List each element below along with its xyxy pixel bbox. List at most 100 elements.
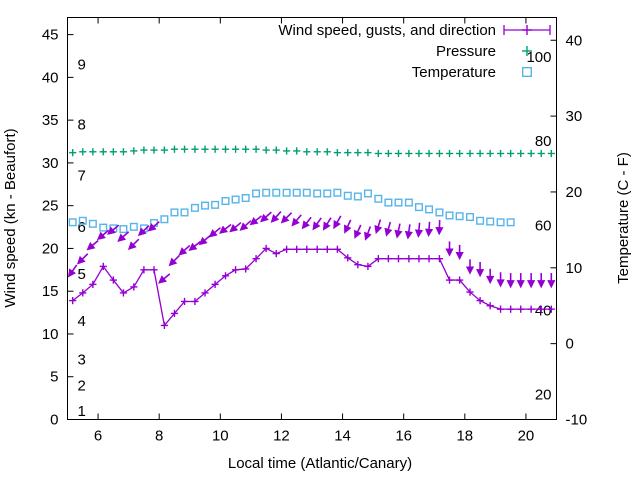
wind-direction-arrow <box>67 264 78 278</box>
arrow-head <box>322 221 331 231</box>
arrow-head <box>291 217 300 227</box>
wind-direction-arrow <box>127 238 140 251</box>
arrow-head <box>218 225 228 234</box>
temperature-point <box>425 205 434 214</box>
temperature-point <box>292 188 301 197</box>
wind-direction-arrow <box>178 244 191 256</box>
fahrenheit-label: 80 <box>535 133 552 150</box>
beaufort-label: 1 <box>78 403 86 420</box>
temperature-point <box>68 218 77 227</box>
wind-direction-arrow <box>344 219 352 234</box>
arrow-head <box>394 229 403 239</box>
temperature-point <box>88 219 97 228</box>
arrow-head <box>280 214 290 224</box>
temperature-point <box>404 198 413 207</box>
legend-label: Temperature <box>412 64 496 81</box>
beaufort-label: 9 <box>78 57 86 74</box>
temperature-point <box>486 217 495 226</box>
temperature-point <box>313 189 322 198</box>
arrow-head <box>312 221 321 231</box>
legend[interactable]: Wind speed, gusts, and direction Pressure… <box>278 22 551 81</box>
temperature-point <box>201 201 210 210</box>
pressure-series <box>69 145 555 158</box>
y-axis-tick-label: 30 <box>42 155 59 172</box>
wind-direction-arrow <box>249 215 263 226</box>
beaufort-label: 2 <box>78 377 86 394</box>
wind-direction-arrow <box>476 261 485 278</box>
wind-direction-arrow <box>506 273 515 289</box>
y2-axis-tick-label: 10 <box>566 260 583 277</box>
wind-direction-arrow <box>198 234 211 246</box>
arrow-head <box>404 230 413 240</box>
arrow-head <box>270 214 280 223</box>
arrow-head <box>333 219 341 230</box>
temperature-point <box>496 218 505 227</box>
temperature-point <box>476 216 485 225</box>
arrow-head <box>239 222 249 231</box>
y-axis-tick-label: 25 <box>42 198 59 215</box>
arrow-head <box>414 229 424 238</box>
x-axis-tick-label: 14 <box>334 428 351 445</box>
wind-direction-arrow <box>547 273 556 289</box>
wind-direction-arrow <box>280 212 293 224</box>
beaufort-label: 5 <box>78 266 86 283</box>
wind-direction-arrow <box>527 273 536 289</box>
temperature-point <box>170 208 179 217</box>
y2-axis-tick-label: 30 <box>566 108 583 125</box>
arrow-head <box>158 275 167 284</box>
temperature-point <box>323 189 332 198</box>
temperature-point <box>374 194 383 203</box>
y-axis-tick-label: 15 <box>42 283 59 300</box>
wind-direction-arrow <box>404 224 413 240</box>
fahrenheit-label: 100 <box>526 49 551 66</box>
temperature-point <box>282 188 291 197</box>
arrow-head <box>208 229 218 238</box>
wind-direction-arrow <box>354 224 362 239</box>
legend-label: Wind speed, gusts, and direction <box>278 22 496 39</box>
temperature-point <box>445 211 454 220</box>
temperature-point <box>119 225 128 234</box>
wind-direction-arrow <box>96 229 110 241</box>
arrow-head <box>344 224 352 234</box>
y2-axis-tick-label: 20 <box>566 184 583 201</box>
wind-direction-arrow <box>424 221 434 238</box>
temperature-point <box>343 191 352 200</box>
temperature-point <box>129 222 138 231</box>
arrow-head <box>107 226 116 235</box>
y2-axis-tick-label: 0 <box>566 336 574 353</box>
wind-direction-arrow <box>158 273 171 284</box>
arrow-head <box>465 266 475 275</box>
temperature-point <box>435 208 444 217</box>
arrow-head <box>188 242 198 251</box>
fahrenheit-label: 60 <box>535 217 552 234</box>
wind-direction-arrow <box>208 227 221 238</box>
temperature-point <box>190 203 199 212</box>
arrow-head <box>364 231 372 241</box>
y2-axis-tick-label: 40 <box>566 32 583 49</box>
wind-speed-line <box>72 247 552 327</box>
temperature-point <box>394 198 403 207</box>
arrow-head <box>424 228 434 238</box>
arrow-head <box>117 233 127 242</box>
beaufort-label: 3 <box>78 352 86 369</box>
wind-direction-arrow <box>188 240 201 251</box>
wind-direction-arrow <box>117 231 130 242</box>
y-axis-tick-label: 0 <box>50 412 58 429</box>
temperature-point <box>252 189 261 198</box>
legend-marker-square <box>522 66 533 77</box>
wind-direction-series <box>67 211 556 289</box>
beaufort-label: 6 <box>78 219 86 236</box>
temperature-point <box>78 216 87 225</box>
arrow-head <box>354 229 362 239</box>
beaufort-label: 4 <box>78 313 86 330</box>
temperature-point <box>363 189 372 198</box>
arrow-head <box>86 241 96 251</box>
wind-direction-arrow <box>537 273 546 289</box>
arrow-head <box>506 280 515 289</box>
wind-direction-arrow <box>291 214 302 227</box>
arrow-head <box>147 223 157 232</box>
wind-direction-arrow <box>414 222 424 238</box>
wind-direction-arrow <box>137 225 150 237</box>
y-axis-tick-label: 5 <box>50 369 58 386</box>
